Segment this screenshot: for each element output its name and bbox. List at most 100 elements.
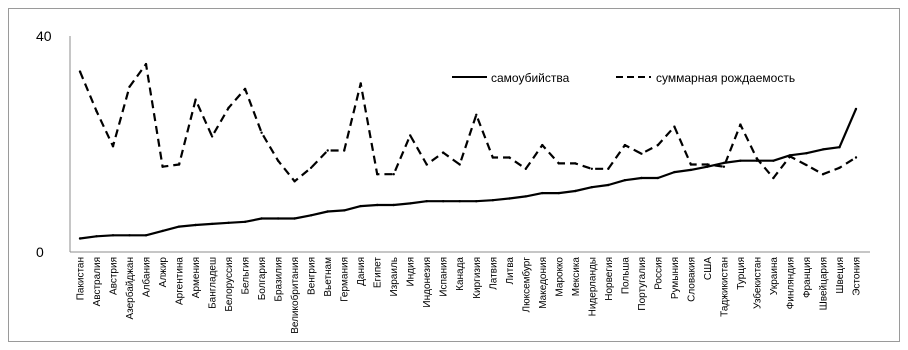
series-line-fertility [78, 62, 857, 183]
point-suicides-32 [607, 183, 610, 187]
point-suicides-45 [821, 148, 825, 151]
point-suicides-47 [854, 107, 858, 111]
point-fertility-43 [788, 155, 792, 158]
point-suicides-17 [359, 204, 362, 208]
point-suicides-19 [392, 203, 395, 207]
point-fertility-42 [772, 176, 775, 180]
point-fertility-33 [623, 143, 627, 147]
x-tick-label: Швейцария [818, 257, 829, 310]
point-fertility-27 [524, 167, 527, 170]
point-suicides-3 [128, 234, 131, 237]
point-suicides-40 [739, 159, 742, 162]
x-tick-label: Австралия [92, 257, 103, 306]
point-fertility-31 [590, 167, 593, 170]
point-fertility-17 [359, 82, 362, 85]
x-tick-label: Венгрия [307, 257, 318, 295]
point-suicides-0 [78, 237, 82, 240]
point-suicides-28 [541, 191, 544, 195]
point-fertility-41 [755, 157, 759, 160]
point-suicides-38 [706, 165, 709, 168]
point-suicides-7 [194, 223, 197, 227]
point-fertility-22 [442, 151, 445, 154]
x-tick-label: Вьетнам [323, 257, 334, 297]
point-fertility-5 [161, 165, 164, 168]
point-suicides-14 [309, 214, 313, 217]
point-suicides-2 [111, 234, 115, 237]
x-tick-label: Украина [769, 257, 780, 296]
point-suicides-13 [293, 217, 296, 220]
point-fertility-23 [458, 163, 461, 166]
point-suicides-24 [475, 200, 478, 203]
point-suicides-30 [574, 189, 577, 193]
point-suicides-26 [508, 197, 511, 200]
point-fertility-44 [805, 163, 808, 167]
point-suicides-9 [227, 221, 230, 224]
series-layer [78, 62, 858, 240]
point-fertility-11 [260, 131, 263, 134]
point-fertility-35 [656, 143, 660, 147]
x-tick-label: Франция [802, 257, 813, 298]
point-suicides-22 [442, 200, 445, 203]
point-suicides-5 [161, 229, 164, 233]
x-tick-label: Канада [455, 257, 466, 291]
point-fertility-1 [95, 109, 98, 113]
point-fertility-9 [227, 106, 230, 110]
point-fertility-19 [392, 173, 395, 176]
x-tick-label: Египет [373, 257, 384, 289]
point-fertility-6 [177, 163, 181, 166]
x-tick-label: Азербайджан [124, 257, 136, 320]
x-tick-label: Индия [406, 257, 417, 287]
x-tick-label: Киргизия [472, 257, 483, 299]
point-suicides-11 [260, 217, 263, 220]
point-suicides-18 [376, 203, 379, 207]
x-tick-label: Португалия [637, 257, 648, 311]
point-suicides-23 [458, 200, 461, 203]
point-fertility-21 [425, 163, 428, 166]
x-tick-label: Дания [356, 257, 367, 286]
x-tick-label: Индонезия [422, 257, 433, 308]
x-tick-label: Словакия [686, 257, 697, 302]
point-fertility-46 [838, 166, 841, 169]
x-tick-labels: Пакистан Австралия Австрия Азербайджан Албан… [76, 257, 863, 334]
point-fertility-3 [128, 85, 131, 89]
point-fertility-2 [111, 145, 115, 148]
x-tick-label: Латвия [488, 257, 499, 290]
x-tick-label: Израиль [389, 257, 400, 297]
x-tick-label: Албания [141, 257, 153, 297]
point-fertility-16 [343, 149, 346, 152]
point-suicides-35 [656, 176, 660, 180]
y-tick-label: 40 [36, 28, 52, 44]
x-tick-label: Австрия [109, 257, 120, 295]
point-fertility-34 [640, 152, 643, 155]
point-suicides-31 [590, 186, 593, 189]
point-suicides-15 [326, 210, 329, 213]
point-suicides-1 [95, 235, 98, 238]
point-fertility-15 [326, 149, 329, 152]
chart-frame [8, 8, 900, 342]
point-suicides-25 [491, 199, 494, 202]
x-tick-label: Таджикистан [719, 257, 730, 317]
x-tick-label: Болгария [257, 257, 268, 300]
legend-label-suicides: самоубийства [491, 71, 570, 85]
x-tick-label: Литва [505, 257, 516, 285]
x-tick-label: Великобритания [289, 257, 301, 334]
point-suicides-6 [177, 225, 181, 228]
point-suicides-27 [524, 195, 527, 198]
point-suicides-16 [343, 209, 346, 212]
point-fertility-25 [491, 156, 494, 159]
point-fertility-32 [607, 167, 610, 170]
x-tick-label: Нидерланды [587, 257, 598, 316]
point-suicides-42 [772, 159, 775, 162]
point-suicides-10 [243, 220, 247, 223]
point-suicides-29 [557, 191, 560, 195]
point-fertility-18 [376, 173, 379, 176]
point-suicides-33 [623, 179, 627, 182]
y-tick-labels: 0 40 [36, 28, 52, 260]
point-fertility-14 [309, 166, 313, 169]
point-fertility-45 [821, 173, 825, 176]
point-fertility-4 [144, 62, 148, 66]
x-tick-label: Белоруссия [224, 257, 235, 312]
x-tick-label: Пакистан [76, 257, 87, 300]
point-fertility-26 [508, 156, 511, 159]
